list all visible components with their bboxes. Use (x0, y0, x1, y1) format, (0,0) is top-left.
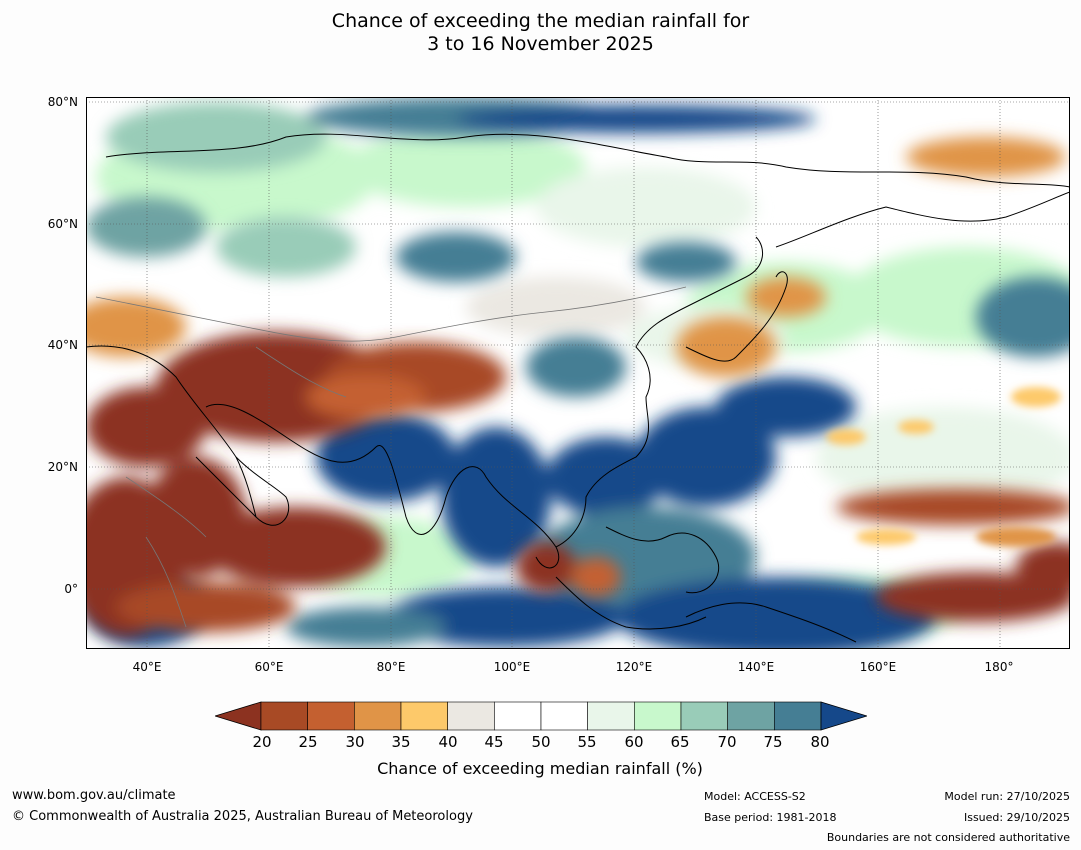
graticule (86, 97, 1070, 649)
country-borders (95, 286, 687, 628)
colorbar-above-80 (820, 701, 867, 731)
copyright-text: © Commonwealth of Australia 2025, Austra… (12, 809, 473, 824)
colorbar-segment-75-80 (774, 701, 822, 731)
boundaries-disclaimer: Boundaries are not considered authoritat… (826, 831, 1070, 844)
lon-label-60e: 60°E (254, 660, 284, 674)
moderate-dry-spots (826, 387, 1061, 547)
lat-label-40n: 40°N (47, 338, 78, 352)
colorbar-segment-70-75 (727, 701, 775, 731)
colorbar-tick-60: 60 (624, 733, 644, 751)
colorbar-label: Chance of exceeding median rainfall (%) (377, 759, 703, 778)
colorbar-segment-60-65 (634, 701, 682, 731)
colorbar-segment-50-55 (540, 701, 588, 731)
colorbar-segment-40-45 (447, 701, 495, 731)
colorbar-tick-55: 55 (577, 733, 597, 751)
map-title: Chance of exceeding the median rainfall … (0, 10, 1081, 56)
colorbar-tick-30: 30 (345, 733, 365, 751)
lon-label-40e: 40°E (132, 660, 162, 674)
rainfall-probability-map (86, 97, 1070, 649)
colorbar-segment-55-60 (587, 701, 635, 731)
website-link[interactable]: www.bom.gov.au/climate (12, 788, 176, 803)
colorbar-below-20 (215, 701, 262, 731)
colorbar-tick-50: 50 (531, 733, 551, 751)
lat-label-60n: 60°N (47, 217, 78, 231)
colorbar-segment-45-50 (494, 701, 542, 731)
colorbar-segment-65-70 (680, 701, 728, 731)
model-name: Model: ACCESS-S2 (704, 790, 806, 803)
colorbar-tick-70: 70 (717, 733, 737, 751)
model-run-date: Model run: 27/10/2025 (944, 790, 1070, 803)
colorbar-segment-35-40 (400, 701, 448, 731)
title-line-2: 3 to 16 November 2025 (427, 33, 654, 55)
colorbar-tick-80: 80 (810, 733, 830, 751)
colorbar (215, 701, 867, 731)
lon-label-160e: 160°E (859, 660, 897, 674)
below-median-regions (86, 137, 1070, 637)
lat-label-0: 0° (64, 582, 78, 596)
colorbar-tick-20: 20 (252, 733, 272, 751)
colorbar-segment-30-35 (354, 701, 402, 731)
coastlines (86, 133, 1070, 643)
colorbar-tick-35: 35 (391, 733, 411, 751)
lon-label-80e: 80°E (376, 660, 406, 674)
colorbar-segment-20-25 (260, 701, 308, 731)
lon-label-120e: 120°E (615, 660, 653, 674)
colorbar-tick-65: 65 (670, 733, 690, 751)
lon-label-100e: 100°E (493, 660, 531, 674)
colorbar-tick-45: 45 (484, 733, 504, 751)
colorbar-segment-25-30 (307, 701, 355, 731)
map-field (86, 97, 1070, 649)
base-period: Base period: 1981-2018 (704, 811, 837, 824)
lat-label-20n: 20°N (47, 460, 78, 474)
lat-label-80n: 80°N (47, 95, 78, 109)
lon-label-180: 180° (984, 660, 1014, 674)
colorbar-tick-25: 25 (298, 733, 318, 751)
title-line-1: Chance of exceeding the median rainfall … (331, 10, 750, 32)
issued-date: Issued: 29/10/2025 (963, 811, 1070, 824)
colorbar-tick-75: 75 (763, 733, 783, 751)
colorbar-tick-40: 40 (438, 733, 458, 751)
lon-label-140e: 140°E (737, 660, 775, 674)
